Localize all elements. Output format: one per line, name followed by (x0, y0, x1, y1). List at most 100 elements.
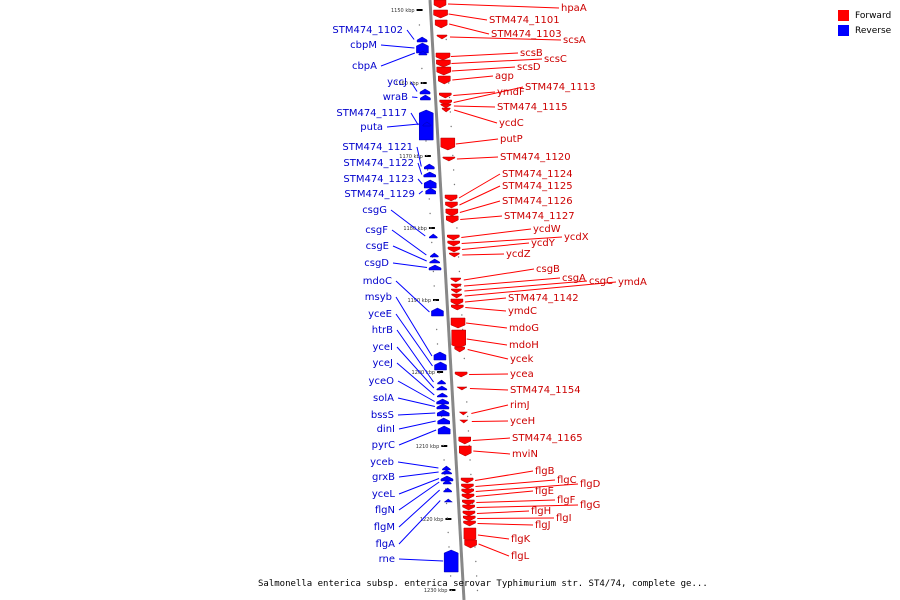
forward-feature[interactable] (439, 99, 452, 106)
reverse-gene-label[interactable]: yceI (372, 342, 393, 353)
reverse-gene-label[interactable]: flgM (374, 522, 395, 533)
forward-feature[interactable] (458, 436, 472, 445)
forward-feature[interactable] (447, 246, 461, 253)
reverse-gene-label[interactable]: flgA (376, 539, 396, 550)
forward-feature[interactable] (439, 92, 452, 99)
forward-feature[interactable] (456, 386, 468, 391)
forward-gene-label[interactable]: scsB (520, 48, 543, 59)
reverse-gene-label[interactable]: grxB (372, 472, 395, 483)
forward-feature[interactable] (444, 194, 458, 202)
reverse-gene-label[interactable]: csgF (365, 225, 388, 236)
forward-gene-label[interactable]: mdoG (509, 323, 539, 334)
reverse-feature[interactable] (430, 252, 439, 258)
reverse-gene-label[interactable]: flgN (375, 505, 395, 516)
reverse-gene-label[interactable]: pyrC (372, 440, 395, 451)
forward-feature[interactable] (445, 208, 459, 217)
forward-feature[interactable] (459, 419, 469, 424)
forward-gene-label[interactable]: rimJ (510, 400, 530, 411)
reverse-feature[interactable] (425, 187, 436, 195)
forward-gene-label[interactable]: ymdC (508, 306, 537, 317)
reverse-feature[interactable] (436, 409, 450, 417)
forward-feature[interactable] (440, 137, 456, 151)
forward-feature[interactable] (447, 240, 460, 247)
reverse-gene-label[interactable]: msyb (365, 292, 392, 303)
reverse-gene-label[interactable]: rne (379, 554, 395, 565)
reverse-gene-label[interactable]: solA (373, 393, 394, 404)
forward-gene-label[interactable]: mdoH (509, 340, 539, 351)
reverse-feature[interactable] (420, 94, 431, 101)
forward-feature[interactable] (445, 215, 459, 224)
forward-gene-label[interactable]: STM474_1127 (504, 211, 575, 222)
forward-feature[interactable] (445, 201, 458, 209)
forward-gene-label[interactable]: agp (495, 71, 514, 82)
reverse-gene-label[interactable]: yceJ (372, 358, 393, 369)
forward-feature[interactable] (460, 477, 474, 484)
reverse-feature[interactable] (418, 50, 428, 56)
reverse-feature[interactable] (423, 171, 436, 178)
forward-gene-label[interactable]: csgB (536, 264, 560, 275)
forward-feature[interactable] (433, 0, 447, 9)
forward-gene-label[interactable]: ycdY (531, 238, 556, 249)
forward-gene-label[interactable]: flgI (556, 513, 572, 524)
forward-gene-label[interactable]: STM474_1120 (500, 152, 571, 163)
reverse-feature[interactable] (416, 42, 429, 54)
reverse-feature[interactable] (422, 121, 432, 127)
forward-feature[interactable] (451, 304, 464, 311)
reverse-gene-label[interactable]: puta (360, 122, 383, 133)
reverse-gene-label[interactable]: yceO (369, 376, 395, 387)
forward-gene-label[interactable]: flgH (531, 506, 551, 517)
reverse-feature[interactable] (436, 403, 450, 410)
reverse-feature[interactable] (434, 361, 447, 371)
forward-gene-label[interactable]: STM474_1165 (512, 433, 583, 444)
reverse-gene-label[interactable]: yccJ (387, 77, 407, 88)
forward-feature[interactable] (461, 483, 474, 490)
reverse-gene-label[interactable]: bssS (371, 410, 394, 421)
reverse-feature[interactable] (436, 385, 448, 391)
reverse-gene-label[interactable]: STM474_1122 (343, 158, 414, 169)
reverse-feature[interactable] (419, 88, 431, 95)
forward-gene-label[interactable]: ymdF (497, 87, 525, 98)
forward-feature[interactable] (450, 298, 464, 306)
forward-gene-label[interactable]: ycdW (533, 224, 561, 235)
forward-gene-label[interactable]: scsC (544, 54, 567, 65)
forward-feature[interactable] (447, 234, 460, 241)
reverse-gene-label[interactable]: htrB (372, 325, 393, 336)
forward-feature[interactable] (449, 252, 460, 258)
forward-feature[interactable] (436, 59, 451, 68)
forward-feature[interactable] (440, 103, 452, 109)
reverse-feature[interactable] (437, 425, 451, 435)
forward-gene-label[interactable]: flgL (511, 551, 530, 562)
forward-feature[interactable] (451, 288, 462, 294)
forward-feature[interactable] (461, 493, 475, 500)
reverse-gene-label[interactable]: csgE (366, 241, 389, 252)
forward-feature[interactable] (454, 346, 465, 353)
forward-feature[interactable] (438, 75, 451, 85)
forward-gene-label[interactable]: ycea (510, 369, 534, 380)
forward-gene-label[interactable]: flgC (557, 475, 577, 486)
reverse-gene-label[interactable]: wraB (383, 92, 408, 103)
reverse-gene-label[interactable]: STM474_1102 (332, 25, 403, 36)
reverse-feature[interactable] (429, 233, 438, 239)
forward-gene-label[interactable]: flgJ (535, 520, 551, 531)
forward-gene-label[interactable]: hpaA (561, 3, 587, 14)
forward-gene-label[interactable]: ycdX (564, 232, 589, 243)
forward-gene-label[interactable]: ymdA (618, 277, 647, 288)
reverse-gene-label[interactable]: cbpM (350, 40, 377, 51)
forward-feature[interactable] (436, 66, 452, 76)
reverse-gene-label[interactable]: STM474_1123 (343, 174, 414, 185)
forward-feature[interactable] (433, 9, 448, 19)
reverse-gene-label[interactable]: yceE (368, 309, 392, 320)
reverse-feature[interactable] (423, 179, 437, 189)
reverse-gene-label[interactable]: csgD (364, 258, 389, 269)
reverse-feature[interactable] (433, 351, 447, 361)
forward-gene-label[interactable]: flgG (580, 500, 600, 511)
forward-gene-label[interactable]: STM474_1103 (491, 29, 562, 40)
forward-feature[interactable] (462, 515, 476, 522)
forward-gene-label[interactable]: ycdZ (506, 249, 531, 260)
reverse-feature[interactable] (443, 549, 459, 573)
reverse-feature[interactable] (428, 264, 442, 271)
reverse-feature[interactable] (416, 36, 428, 43)
forward-gene-label[interactable]: STM474_1115 (497, 102, 568, 113)
forward-gene-label[interactable]: scsA (563, 35, 586, 46)
forward-feature[interactable] (451, 293, 462, 299)
